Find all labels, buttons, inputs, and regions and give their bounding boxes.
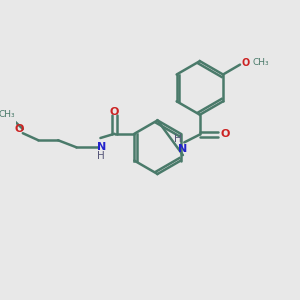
Text: CH₃: CH₃: [0, 110, 16, 119]
Text: N: N: [178, 144, 188, 154]
Text: O: O: [110, 107, 119, 117]
Text: N: N: [97, 142, 106, 152]
Text: H: H: [174, 134, 182, 144]
Text: O: O: [242, 58, 250, 68]
Text: CH₃: CH₃: [253, 58, 269, 67]
Text: H: H: [98, 151, 105, 161]
Text: O: O: [220, 130, 230, 140]
Text: O: O: [15, 124, 24, 134]
